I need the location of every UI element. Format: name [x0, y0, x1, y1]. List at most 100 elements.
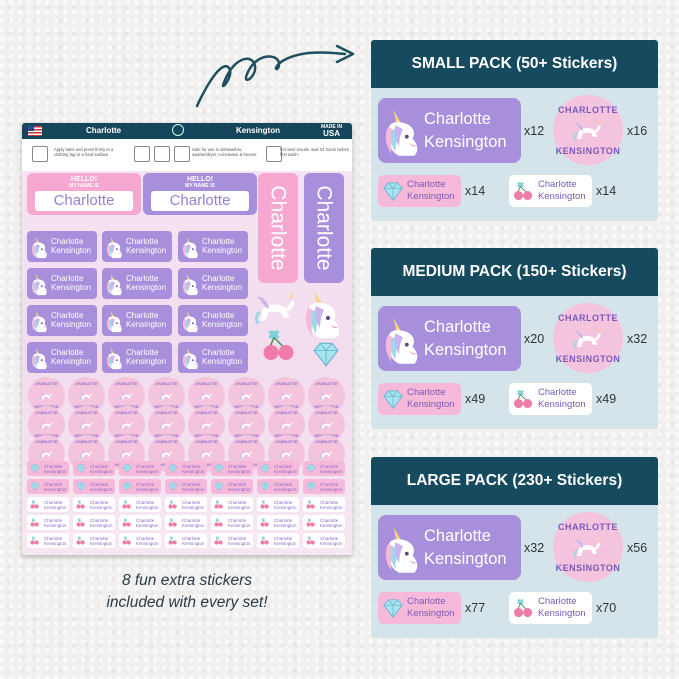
pegasus-icon: [280, 418, 293, 430]
pegasus-icon: [320, 389, 333, 401]
unicorn-name-label: Charlotte Kensington: [378, 515, 521, 580]
pegasus-icon: [80, 418, 93, 430]
unicorn-icon: [105, 271, 125, 296]
pack-panel: MEDIUM PACK (150+ Stickers) Charlotte Kens…: [371, 248, 658, 429]
diamond-icon: [122, 482, 132, 491]
gem-quantity: x14: [465, 184, 486, 198]
pegasus-icon: [200, 418, 213, 430]
mini-name-label: Charlotte Kensington: [27, 479, 69, 494]
pegasus-icon: [120, 418, 133, 430]
unicorn-icon: [105, 234, 125, 259]
unicorn-icon: [181, 234, 201, 259]
cherry-bow-icon: [76, 518, 86, 527]
cherry-bow-icon: [76, 500, 86, 509]
diamond-icon: [214, 464, 224, 473]
cherry-bow-icon: [122, 500, 132, 509]
mini-name-label: Charlotte Kensington: [211, 461, 253, 476]
gem-quantity: x49: [465, 392, 486, 406]
unicorn-icon: [30, 345, 50, 370]
sheet-header: Charlotte Kensington MADE IN USA: [22, 123, 352, 139]
mini-name-label: Charlotte Kensington: [211, 515, 253, 530]
unicorn-icon: [384, 104, 422, 158]
unicorn-icon: [30, 308, 50, 333]
mini-name-label: Charlotte Kensington: [119, 515, 161, 530]
cherry-name-label: Charlotte Kensington: [509, 175, 592, 207]
mini-name-label: Charlotte Kensington: [119, 533, 161, 548]
unicorn-name-label: Charlotte Kensington: [102, 268, 172, 299]
instruction-safe: Safe for use in dishwasher, washer/dryer…: [192, 147, 258, 157]
mini-name-label: Charlotte Kensington: [73, 497, 115, 512]
gem-quantity: x77: [465, 601, 486, 615]
diamond-icon: [168, 482, 178, 491]
pegasus-icon: [120, 447, 133, 459]
diamond-icon: [382, 598, 404, 618]
pegasus-icon: [254, 288, 298, 324]
pegasus-icon: [240, 389, 253, 401]
pegasus-icon: [80, 389, 93, 401]
unicorn-name-label: Charlotte Kensington: [27, 231, 97, 262]
diamond-icon: [306, 482, 316, 491]
made-in-usa-badge: MADE IN USA: [321, 124, 343, 138]
pack-title: SMALL PACK (50+ Stickers): [371, 40, 658, 88]
unicorn-name-label: Charlotte Kensington: [27, 268, 97, 299]
cherry-bow-icon: [122, 536, 132, 545]
pegasus-icon: [160, 447, 173, 459]
mini-name-label: Charlotte Kensington: [303, 533, 345, 548]
unicorn-icon: [181, 308, 201, 333]
cherry-bow-icon: [260, 500, 270, 509]
unicorn-name-label: Charlotte Kensington: [178, 342, 248, 373]
mini-name-label: Charlotte Kensington: [303, 479, 345, 494]
gem-name-label: Charlotte Kensington: [378, 592, 461, 624]
pegasus-icon: [120, 389, 133, 401]
gem-name-label: Charlotte Kensington: [378, 175, 461, 207]
sheet-last-name: Kensington: [236, 126, 280, 135]
unicorn-icon: [181, 271, 201, 296]
vertical-name-label: Charlotte: [304, 173, 344, 283]
pegasus-icon: [240, 447, 253, 459]
mini-name-label: Charlotte Kensington: [257, 497, 299, 512]
cherry-bow-icon: [30, 500, 40, 509]
cherry-bow-icon: [214, 518, 224, 527]
unicorn-name-label: Charlotte Kensington: [378, 306, 521, 371]
mascot-icon: [172, 124, 184, 136]
curly-arrow-icon: [195, 44, 355, 108]
round-quantity: x32: [627, 332, 648, 346]
pegasus-icon: [160, 389, 173, 401]
mini-name-label: Charlotte Kensington: [27, 533, 69, 548]
unicorn-name-label: Charlotte Kensington: [178, 305, 248, 336]
unicorn-icon: [384, 312, 422, 366]
shirt-icon: [32, 146, 48, 162]
sticker-sheet: Charlotte Kensington MADE IN USA Apply l…: [22, 123, 352, 555]
microwave-icon: [174, 146, 190, 162]
diamond-icon: [311, 341, 341, 367]
unicorn-name-label: Charlotte Kensington: [27, 305, 97, 336]
cherry-bow-icon: [168, 500, 178, 509]
pegasus-icon: [40, 389, 53, 401]
mini-name-label: Charlotte Kensington: [211, 479, 253, 494]
cherry-bow-icon: [513, 181, 535, 201]
pack-title: LARGE PACK (230+ Stickers): [371, 457, 658, 505]
clock-icon: [266, 146, 282, 162]
round-quantity: x56: [627, 541, 648, 555]
unicorn-name-label: Charlotte Kensington: [178, 268, 248, 299]
cherry-bow-icon: [30, 536, 40, 545]
pegasus-icon: [573, 534, 603, 558]
pack-panel: SMALL PACK (50+ Stickers) Charlotte Kensin…: [371, 40, 658, 221]
mini-name-label: Charlotte Kensington: [165, 461, 207, 476]
mini-name-label: Charlotte Kensington: [211, 497, 253, 512]
cherry-bow-icon: [168, 536, 178, 545]
unicorn-icon: [30, 271, 50, 296]
mini-name-label: Charlotte Kensington: [119, 479, 161, 494]
mini-name-label: Charlotte Kensington: [257, 479, 299, 494]
unicorn-icon: [304, 283, 344, 341]
pegasus-icon: [160, 418, 173, 430]
mini-name-label: Charlotte Kensington: [119, 461, 161, 476]
pegasus-icon: [40, 447, 53, 459]
cherry-quantity: x70: [596, 601, 617, 615]
mini-name-label: Charlotte Kensington: [257, 533, 299, 548]
diamond-icon: [306, 464, 316, 473]
pegasus-icon: [40, 418, 53, 430]
pegasus-icon: [573, 117, 603, 141]
